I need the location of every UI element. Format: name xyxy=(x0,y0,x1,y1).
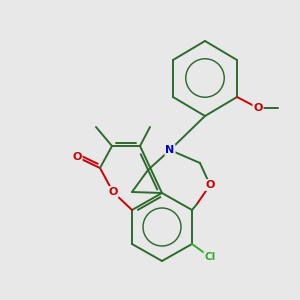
Text: N: N xyxy=(165,145,175,155)
Text: O: O xyxy=(72,152,82,162)
Text: O: O xyxy=(108,187,118,197)
Text: Cl: Cl xyxy=(204,252,216,262)
Text: O: O xyxy=(253,103,263,113)
Text: O: O xyxy=(205,180,215,190)
